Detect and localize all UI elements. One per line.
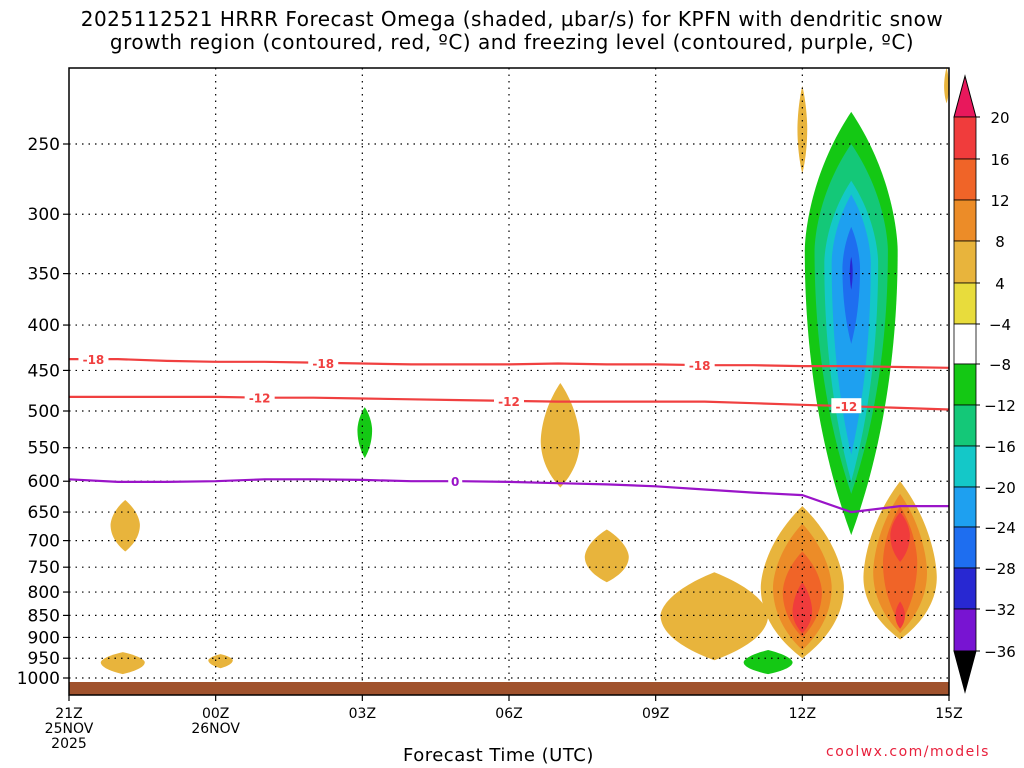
colorbar-label-7: −12 xyxy=(984,397,1016,415)
contour-label-0-0: -18 xyxy=(83,353,105,367)
contour-label-bg xyxy=(448,473,463,489)
title-line-2: growth region (contoured, red, ºC) and f… xyxy=(109,30,915,54)
chart-title: 2025112521 HRRR Forecast Omega (shaded, … xyxy=(0,8,1024,54)
omega-region-15 xyxy=(849,256,853,290)
x-tick-18-0: 15Z xyxy=(935,706,962,722)
y-tick-400: 400 xyxy=(28,316,60,336)
colorbar-band-10 xyxy=(953,526,977,569)
contour-line-2 xyxy=(69,478,949,514)
omega-region-31 xyxy=(890,512,910,563)
y-axis: 2503003504004505005506006507007508008509… xyxy=(17,135,69,689)
credit-link[interactable]: coolwx.com/models xyxy=(826,744,990,760)
x-tick-0-2: 2025 xyxy=(51,736,87,752)
omega-region-32 xyxy=(895,601,905,629)
colorbar: 20 16 12 8 4 −4 −8 −12 −16 −20 −24 −28 −32 −36 xyxy=(953,74,1016,694)
colorbar-top-arrow xyxy=(953,74,977,118)
colorbar-label-12: −32 xyxy=(984,601,1016,619)
colorbar-band-1 xyxy=(953,158,977,201)
x-tick-9-0: 06Z xyxy=(495,706,522,722)
colorbar-label-9: −20 xyxy=(984,479,1016,497)
y-tick-900: 900 xyxy=(28,628,60,648)
y-tick-500: 500 xyxy=(28,402,60,422)
x-tick-12-0: 09Z xyxy=(642,706,669,722)
omega-region-25 xyxy=(797,85,808,174)
colorbar-label-2: 12 xyxy=(990,192,1009,210)
y-tick-350: 350 xyxy=(28,265,60,285)
omega-region-17 xyxy=(100,652,145,675)
colorbar-label-3: 8 xyxy=(995,233,1005,251)
y-tick-950: 950 xyxy=(28,649,60,669)
y-tick-300: 300 xyxy=(28,205,60,225)
omega-region-20 xyxy=(584,529,629,583)
omega-region-16 xyxy=(110,500,140,552)
y-tick-250: 250 xyxy=(28,135,60,155)
omega-region-9 xyxy=(357,407,373,459)
omega-region-19 xyxy=(540,383,580,488)
colorbar-band-7 xyxy=(953,404,977,447)
y-tick-1000: 1000 xyxy=(17,669,60,689)
y-tick-550: 550 xyxy=(28,439,60,459)
colorbar-label-0: 20 xyxy=(990,109,1009,127)
y-tick-800: 800 xyxy=(28,583,60,603)
x-tick-0-0: 21Z xyxy=(55,706,82,722)
contour-label-bg xyxy=(78,351,109,367)
colorbar-label-4: 4 xyxy=(995,275,1005,293)
omega-region-6 xyxy=(264,554,280,595)
x-tick-0-1: 25NOV xyxy=(45,721,94,737)
x-tick-15-0: 12Z xyxy=(789,706,816,722)
omega-region-7 xyxy=(917,619,949,678)
x-tick-6-0: 03Z xyxy=(349,706,376,722)
contour-label-1-0: -12 xyxy=(249,392,271,406)
x-tick-3-0: 00Z xyxy=(202,706,229,722)
omega-shading xyxy=(100,68,949,682)
colorbar-band-0 xyxy=(953,116,977,160)
contour-label-1-1: -12 xyxy=(498,395,520,409)
colorbar-band-6 xyxy=(953,363,977,406)
contour-label-bg xyxy=(244,389,275,405)
colorbar-band-12 xyxy=(953,608,977,652)
colorbar-band-11 xyxy=(953,567,977,610)
y-tick-600: 600 xyxy=(28,472,60,492)
contour-label-bg xyxy=(494,392,524,408)
contour-label-bg xyxy=(308,354,339,370)
omega-region-24 xyxy=(944,68,949,104)
contour-label-bg xyxy=(831,398,862,414)
omega-region-10 xyxy=(743,650,793,675)
colorbar-label-8: −16 xyxy=(984,438,1016,456)
y-tick-650: 650 xyxy=(28,503,60,523)
y-tick-850: 850 xyxy=(28,606,60,626)
omega-region-21 xyxy=(660,572,769,661)
omega-region-2 xyxy=(328,339,417,507)
contour-label-0-2: -18 xyxy=(689,359,711,373)
contour-label-2-0: 0 xyxy=(451,475,459,489)
y-tick-750: 750 xyxy=(28,558,60,578)
temperature-contours: -18 -18 -18 -12 -12 -12 0 xyxy=(69,351,949,514)
colorbar-label-6: −8 xyxy=(989,356,1011,374)
omega-region-18 xyxy=(208,654,233,669)
x-axis-label: Forecast Time (UTC) xyxy=(403,745,594,766)
colorbar-band-2 xyxy=(953,199,977,242)
colorbar-label-10: −24 xyxy=(984,519,1016,537)
contour-label-bg xyxy=(684,357,715,373)
contour-line-0 xyxy=(69,358,949,369)
colorbar-band-5 xyxy=(953,323,977,365)
title-line-1: 2025112521 HRRR Forecast Omega (shaded, … xyxy=(80,7,944,31)
colorbar-band-9 xyxy=(953,486,977,528)
x-tick-3-1: 26NOV xyxy=(191,721,240,737)
colorbar-band-8 xyxy=(953,445,977,488)
colorbar-label-11: −28 xyxy=(984,560,1016,578)
ground-surface xyxy=(69,682,949,695)
y-tick-450: 450 xyxy=(28,361,60,381)
colorbar-label-5: −4 xyxy=(989,316,1011,334)
y-tick-700: 700 xyxy=(28,532,60,552)
colorbar-label-13: −36 xyxy=(984,643,1016,661)
colorbar-band-4 xyxy=(953,282,977,325)
colorbar-bottom-arrow xyxy=(953,650,977,694)
colorbar-label-1: 16 xyxy=(990,151,1009,169)
contour-label-0-1: -18 xyxy=(312,357,334,371)
contour-label-1-2: -12 xyxy=(835,400,857,414)
colorbar-band-3 xyxy=(953,240,977,284)
